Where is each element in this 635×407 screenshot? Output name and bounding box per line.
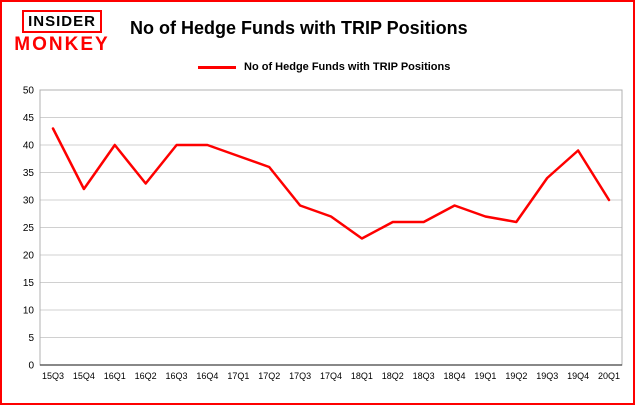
y-tick-label: 5	[28, 333, 34, 344]
x-tick-label: 18Q1	[351, 371, 373, 381]
y-tick-label: 10	[23, 306, 35, 317]
x-tick-label: 16Q1	[104, 371, 126, 381]
x-tick-label: 19Q2	[505, 371, 527, 381]
x-tick-label: 20Q1	[598, 371, 620, 381]
y-tick-label: 45	[23, 113, 35, 124]
legend-line-swatch	[198, 65, 236, 69]
x-tick-label: 16Q3	[166, 371, 188, 381]
x-tick-label: 16Q4	[196, 371, 218, 381]
y-tick-label: 50	[23, 86, 35, 97]
x-tick-label: 19Q4	[567, 371, 589, 381]
x-tick-label: 17Q1	[227, 371, 249, 381]
x-tick-label: 19Q3	[536, 371, 558, 381]
x-tick-label: 18Q3	[413, 371, 435, 381]
y-tick-label: 40	[23, 141, 35, 152]
x-tick-label: 17Q3	[289, 371, 311, 381]
y-tick-label: 0	[28, 361, 34, 372]
x-tick-label: 18Q4	[444, 371, 466, 381]
y-tick-label: 30	[23, 196, 35, 207]
logo-monkey-text: MONKEY	[14, 34, 110, 55]
x-tick-label: 19Q1	[474, 371, 496, 381]
chart-legend: No of Hedge Funds with TRIP Positions	[198, 58, 450, 76]
y-tick-label: 25	[23, 223, 35, 234]
y-tick-label: 35	[23, 168, 35, 179]
y-tick-label: 15	[23, 278, 35, 289]
x-tick-label: 15Q3	[42, 371, 64, 381]
x-tick-label: 16Q2	[135, 371, 157, 381]
x-tick-label: 17Q4	[320, 371, 342, 381]
line-chart-svg: 0 5 10 15 20 25 30 35 40 45 50 15Q3 15Q4 16Q1 16Q2 16Q3…	[23, 86, 623, 381]
trip-positions-line	[51, 127, 611, 240]
x-tick-label: 17Q2	[258, 371, 280, 381]
insider-monkey-logo: INSIDER MONKEY	[12, 10, 112, 56]
x-tick-label: 18Q2	[382, 371, 404, 381]
line-chart: 0 5 10 15 20 25 30 35 40 45 50 15Q3 15Q4 16Q1 16Q2 16Q3…	[2, 82, 633, 402]
y-tick-label: 20	[23, 251, 35, 262]
page-title: No of Hedge Funds with TRIP Positions	[130, 18, 468, 38]
legend-label: No of Hedge Funds with TRIP Positions	[244, 61, 451, 73]
x-tick-label: 15Q4	[73, 371, 95, 381]
logo-insider-text: INSIDER	[22, 10, 102, 33]
